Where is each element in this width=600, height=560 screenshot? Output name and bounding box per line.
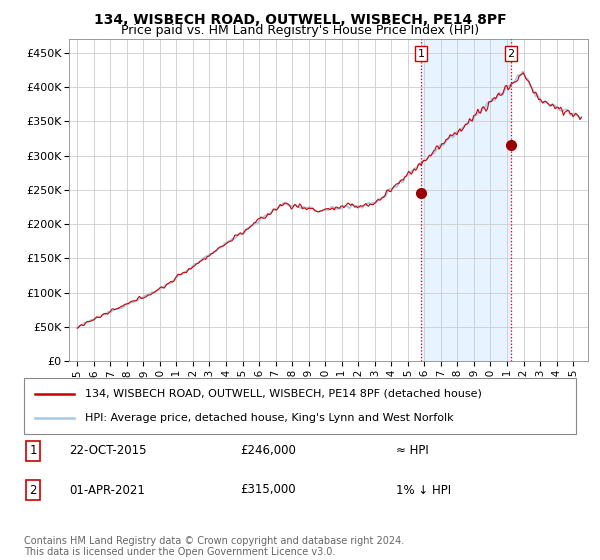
Text: 1: 1 <box>29 444 37 458</box>
Text: 1% ↓ HPI: 1% ↓ HPI <box>396 483 451 497</box>
Text: 2: 2 <box>508 49 515 59</box>
Text: 134, WISBECH ROAD, OUTWELL, WISBECH, PE14 8PF (detached house): 134, WISBECH ROAD, OUTWELL, WISBECH, PE1… <box>85 389 482 399</box>
Text: Price paid vs. HM Land Registry's House Price Index (HPI): Price paid vs. HM Land Registry's House … <box>121 24 479 37</box>
Bar <box>421 39 511 361</box>
Text: 134, WISBECH ROAD, OUTWELL, WISBECH, PE14 8PF: 134, WISBECH ROAD, OUTWELL, WISBECH, PE1… <box>94 13 506 27</box>
Text: ≈ HPI: ≈ HPI <box>396 444 429 458</box>
Text: 22-OCT-2015: 22-OCT-2015 <box>69 444 146 458</box>
Text: £315,000: £315,000 <box>240 483 296 497</box>
Text: Contains HM Land Registry data © Crown copyright and database right 2024.
This d: Contains HM Land Registry data © Crown c… <box>24 535 404 557</box>
Text: 1: 1 <box>418 49 424 59</box>
Text: HPI: Average price, detached house, King's Lynn and West Norfolk: HPI: Average price, detached house, King… <box>85 413 454 423</box>
Text: 01-APR-2021: 01-APR-2021 <box>69 483 145 497</box>
FancyBboxPatch shape <box>24 378 576 434</box>
Text: £246,000: £246,000 <box>240 444 296 458</box>
Text: 2: 2 <box>29 483 37 497</box>
